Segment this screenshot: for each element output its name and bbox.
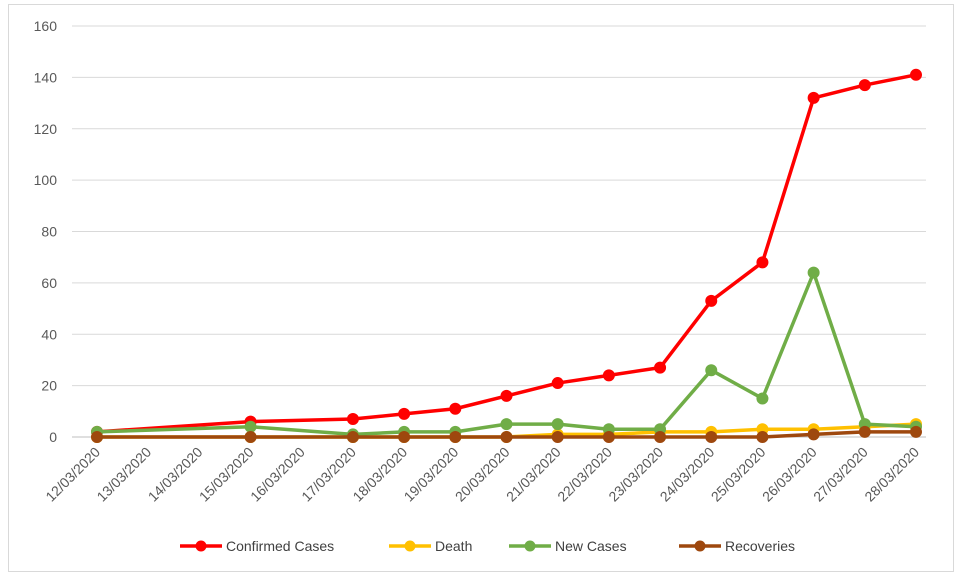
y-tick-label: 80 [41, 224, 57, 240]
series-confirmed-cases [91, 68, 922, 438]
series-new-cases [91, 266, 922, 441]
data-point [705, 364, 718, 377]
data-point [858, 425, 871, 438]
data-point [705, 294, 718, 307]
y-tick-label: 60 [41, 275, 57, 291]
x-tick-label: 26/03/2020 [759, 444, 820, 505]
data-point [244, 431, 257, 443]
x-tick-label: 25/03/2020 [708, 444, 769, 505]
data-point [91, 431, 103, 443]
x-tick-label: 27/03/2020 [810, 444, 871, 505]
y-tick-label: 120 [34, 121, 58, 137]
data-point [398, 407, 411, 420]
legend-label: Confirmed Cases [226, 538, 334, 554]
legend-item: Death [389, 538, 472, 554]
legend-label: Recoveries [725, 538, 795, 554]
x-axis: 12/03/202013/03/202014/03/202015/03/2020… [42, 444, 922, 505]
x-tick-label: 17/03/2020 [298, 444, 359, 505]
data-point [346, 413, 359, 426]
legend: Confirmed Cases Death New Cases Recoveries [180, 538, 795, 554]
data-point [551, 418, 564, 431]
data-point [910, 425, 922, 438]
legend-swatch-marker [404, 540, 416, 552]
data-point [551, 377, 564, 390]
y-tick-label: 160 [34, 18, 58, 34]
y-tick-label: 0 [49, 429, 57, 445]
data-point [398, 431, 411, 443]
y-axis: 0 20 40 60 80 100 120 140 160 [34, 18, 58, 445]
x-tick-label: 14/03/2020 [145, 444, 206, 505]
x-tick-label: 24/03/2020 [657, 444, 718, 505]
x-tick-label: 15/03/2020 [196, 444, 257, 505]
x-tick-label: 13/03/2020 [93, 444, 154, 505]
data-point [654, 431, 667, 443]
data-point [654, 361, 667, 374]
legend-swatch-marker [195, 540, 207, 552]
data-point [705, 431, 718, 443]
data-point [858, 79, 871, 92]
data-point [449, 402, 462, 415]
data-point [807, 266, 820, 279]
y-tick-label: 140 [34, 69, 58, 85]
data-point [346, 431, 359, 443]
data-point [500, 431, 513, 443]
x-tick-label: 28/03/2020 [861, 444, 922, 505]
x-tick-label: 21/03/2020 [503, 444, 564, 505]
data-point [910, 68, 922, 81]
x-tick-label: 22/03/2020 [554, 444, 615, 505]
y-tick-label: 20 [41, 378, 57, 394]
x-tick-label: 18/03/2020 [349, 444, 410, 505]
x-tick-label: 19/03/2020 [401, 444, 462, 505]
data-point [756, 431, 769, 443]
legend-item: Confirmed Cases [180, 538, 334, 554]
x-tick-label: 12/03/2020 [42, 444, 103, 505]
data-point [244, 420, 257, 433]
series-line [97, 430, 916, 439]
series-line [96, 73, 917, 434]
legend-item: Recoveries [679, 538, 795, 554]
x-tick-label: 20/03/2020 [452, 444, 513, 505]
data-point [807, 428, 820, 441]
data-point [602, 369, 615, 382]
chart-frame [8, 4, 954, 572]
x-tick-label: 23/03/2020 [605, 444, 666, 505]
series-recoveries [91, 425, 922, 443]
data-point [551, 431, 564, 443]
series-line [96, 270, 917, 437]
series-lines [91, 68, 922, 443]
legend-label: Death [435, 538, 472, 554]
data-point [756, 392, 769, 405]
legend-swatch-marker [694, 540, 706, 552]
x-tick-label: 16/03/2020 [247, 444, 308, 505]
grid-lines [72, 25, 926, 438]
data-point [500, 389, 513, 402]
data-point [807, 91, 820, 104]
legend-swatch-marker [524, 540, 536, 552]
data-point [756, 256, 769, 269]
y-tick-label: 40 [41, 326, 57, 342]
legend-label: New Cases [555, 538, 627, 554]
data-point [449, 431, 462, 443]
data-point [602, 431, 615, 443]
data-point [500, 418, 513, 431]
y-tick-label: 100 [34, 172, 58, 188]
legend-item: New Cases [509, 538, 627, 554]
